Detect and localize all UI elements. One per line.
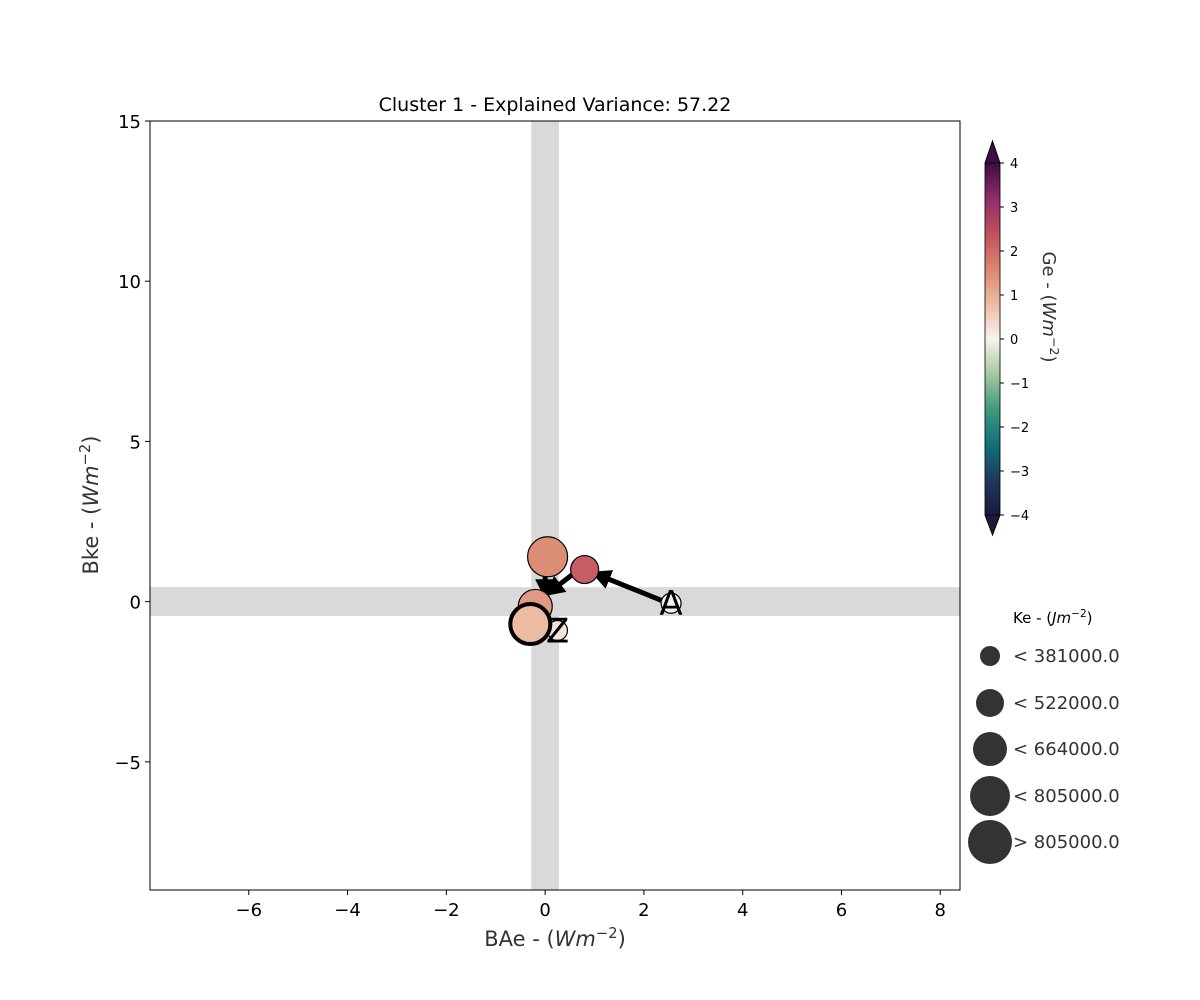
colorbar: −4 −3 −2 −1 0 1 2 3 4 bbox=[984, 139, 1029, 537]
x-tick-label: −4 bbox=[334, 900, 361, 921]
y-tick-label: 0 bbox=[130, 593, 141, 614]
colorbar-tick-label: 3 bbox=[1010, 201, 1018, 216]
colorbar-tick-label: −1 bbox=[1010, 377, 1029, 392]
colorbar-label: Ge - (Wm−2​) bbox=[1038, 252, 1063, 363]
colorbar-gradient bbox=[985, 163, 1000, 515]
colorbar-extend-bottom bbox=[984, 514, 1001, 537]
x-tick-label: −2 bbox=[433, 900, 460, 921]
x-tick-label: 6 bbox=[836, 900, 847, 921]
trajectory-point bbox=[526, 536, 569, 578]
size-legend-label: < 805000.0 bbox=[1013, 786, 1120, 807]
plot-area: A Z −6 −4 −2 0 2 4 6 8 −5 0 5 10 15 bbox=[114, 112, 961, 921]
chart-title: Cluster 1 - Explained Variance: 57.22 bbox=[379, 94, 732, 116]
point-label: Z bbox=[546, 611, 569, 651]
colorbar-tick-label: 0 bbox=[1010, 333, 1018, 348]
trajectory-arrow bbox=[590, 570, 668, 605]
size-legend-label: < 522000.0 bbox=[1013, 693, 1120, 714]
x-tick-label: 0 bbox=[539, 900, 550, 921]
colorbar-tick-label: −3 bbox=[1010, 465, 1029, 480]
x-tick-label: 4 bbox=[737, 900, 748, 921]
x-tick-label: 2 bbox=[638, 900, 649, 921]
colorbar-tick-label: 1 bbox=[1010, 289, 1018, 304]
plot-frame bbox=[149, 120, 961, 891]
size-legend-title: Ke - (Jm−2​) bbox=[1013, 608, 1093, 627]
colorbar-tick-label: 2 bbox=[1010, 245, 1018, 260]
x-tick-label: −6 bbox=[236, 900, 263, 921]
size-legend-marker bbox=[980, 646, 1000, 666]
size-legend: Ke - (Jm−2​) < 381000.0 < 522000.0 < 664000… bbox=[968, 608, 1120, 864]
colorbar-tick-label: −4 bbox=[1010, 509, 1029, 524]
size-legend-marker bbox=[976, 689, 1004, 717]
vertical-band bbox=[531, 121, 559, 890]
y-tick-label: −5 bbox=[114, 753, 141, 774]
size-legend-marker bbox=[973, 732, 1007, 766]
size-legend-label: < 664000.0 bbox=[1013, 739, 1120, 760]
size-legend-marker bbox=[968, 820, 1012, 864]
colorbar-tick-label: 4 bbox=[1010, 157, 1018, 172]
x-tick-label: 8 bbox=[935, 900, 946, 921]
size-legend-label: < 381000.0 bbox=[1013, 646, 1120, 667]
colorbar-tick-label: −2 bbox=[1010, 421, 1029, 436]
trajectory-point bbox=[570, 554, 600, 585]
colorbar-extend-top bbox=[984, 139, 1001, 164]
size-legend-marker bbox=[970, 776, 1010, 816]
size-legend-label: > 805000.0 bbox=[1013, 832, 1120, 853]
point-label: A bbox=[659, 584, 682, 624]
y-tick-label: 5 bbox=[130, 432, 141, 453]
y-tick-label: 15 bbox=[118, 112, 141, 133]
trajectory-point bbox=[660, 592, 682, 614]
trajectory-point bbox=[508, 602, 553, 647]
y-tick-label: 10 bbox=[118, 272, 141, 293]
x-axis-label: BAe - (Wm−2​) bbox=[484, 925, 626, 952]
y-axis-label: Bke - (Wm−2​) bbox=[77, 436, 104, 575]
